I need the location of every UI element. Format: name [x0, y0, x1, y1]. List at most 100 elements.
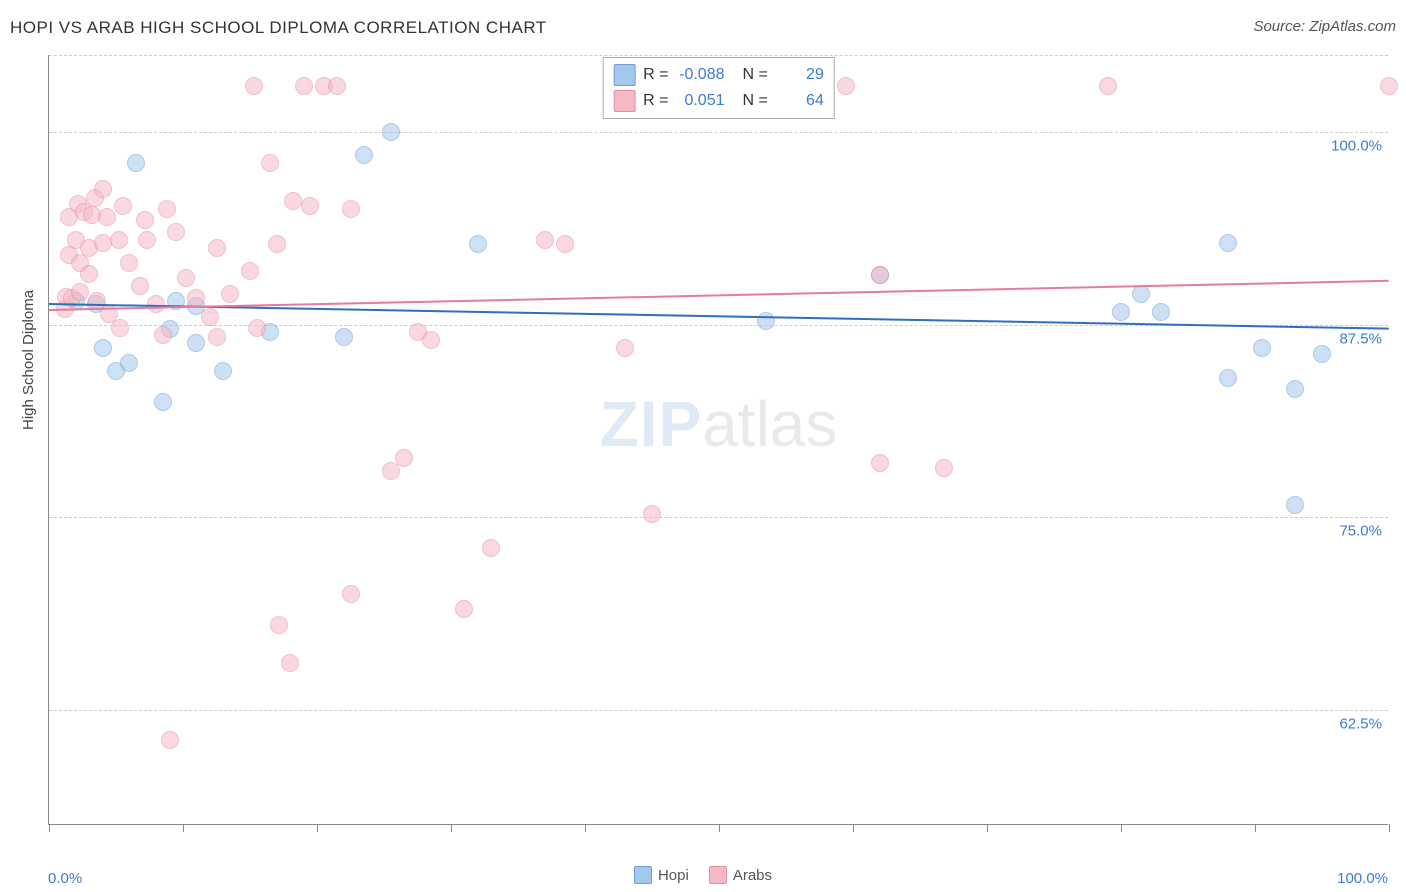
data-point: [161, 731, 179, 749]
data-point: [94, 339, 112, 357]
data-point: [284, 192, 302, 210]
data-point: [214, 362, 232, 380]
legend-series: Hopi Arabs: [634, 866, 772, 884]
data-point: [167, 223, 185, 241]
watermark: ZIPatlas: [600, 387, 838, 461]
x-tick: [317, 824, 318, 832]
data-point: [248, 319, 266, 337]
legend-r-label: R =: [643, 66, 668, 84]
data-point: [94, 234, 112, 252]
legend-item: Hopi: [634, 866, 689, 884]
trendline: [49, 280, 1389, 311]
data-point: [295, 77, 313, 95]
chart-title: HOPI VS ARAB HIGH SCHOOL DIPLOMA CORRELA…: [10, 18, 547, 37]
y-tick-label: 75.0%: [1339, 523, 1382, 540]
legend-r-value: 0.051: [677, 92, 725, 110]
data-point: [110, 231, 128, 249]
data-point: [94, 180, 112, 198]
data-point: [111, 319, 129, 337]
data-point: [469, 235, 487, 253]
y-tick-label: 87.5%: [1339, 330, 1382, 347]
legend-swatch: [613, 64, 635, 86]
data-point: [177, 269, 195, 287]
x-tick: [451, 824, 452, 832]
data-point: [71, 283, 89, 301]
data-point: [1286, 496, 1304, 514]
data-point: [201, 308, 219, 326]
data-point: [556, 235, 574, 253]
x-axis-max-label: 100.0%: [1337, 870, 1388, 887]
data-point: [268, 235, 286, 253]
data-point: [154, 393, 172, 411]
data-point: [342, 200, 360, 218]
data-point: [935, 459, 953, 477]
x-tick: [49, 824, 50, 832]
x-tick: [1255, 824, 1256, 832]
data-point: [114, 197, 132, 215]
data-point: [482, 539, 500, 557]
data-point: [245, 77, 263, 95]
data-point: [335, 328, 353, 346]
gridline-h: [49, 55, 1388, 56]
y-axis-label: High School Diploma: [20, 290, 37, 430]
legend-correlation: R =-0.088N =29R =0.051N =64: [602, 57, 835, 119]
scatter-chart: ZIPatlas R =-0.088N =29R =0.051N =64 62.…: [48, 55, 1388, 825]
data-point: [1132, 285, 1150, 303]
data-point: [1099, 77, 1117, 95]
data-point: [98, 208, 116, 226]
gridline-h: [49, 710, 1388, 711]
legend-swatch: [613, 90, 635, 112]
gridline-h: [49, 517, 1388, 518]
data-point: [1152, 303, 1170, 321]
data-point: [1380, 77, 1398, 95]
data-point: [342, 585, 360, 603]
data-point: [80, 265, 98, 283]
data-point: [154, 326, 172, 344]
data-point: [422, 331, 440, 349]
legend-label: Hopi: [658, 867, 689, 884]
legend-r-value: -0.088: [677, 66, 725, 84]
data-point: [1219, 369, 1237, 387]
legend-n-label: N =: [743, 66, 768, 84]
data-point: [837, 77, 855, 95]
legend-row: R =-0.088N =29: [613, 62, 824, 88]
chart-source: Source: ZipAtlas.com: [1253, 18, 1396, 35]
data-point: [382, 123, 400, 141]
data-point: [187, 334, 205, 352]
data-point: [158, 200, 176, 218]
data-point: [536, 231, 554, 249]
data-point: [328, 77, 346, 95]
data-point: [138, 231, 156, 249]
legend-row: R =0.051N =64: [613, 88, 824, 114]
data-point: [643, 505, 661, 523]
data-point: [1112, 303, 1130, 321]
data-point: [208, 239, 226, 257]
data-point: [871, 266, 889, 284]
data-point: [301, 197, 319, 215]
data-point: [1313, 345, 1331, 363]
data-point: [241, 262, 259, 280]
data-point: [1286, 380, 1304, 398]
data-point: [261, 154, 279, 172]
data-point: [616, 339, 634, 357]
data-point: [1219, 234, 1237, 252]
data-point: [131, 277, 149, 295]
data-point: [120, 354, 138, 372]
legend-swatch: [709, 866, 727, 884]
x-tick: [183, 824, 184, 832]
data-point: [455, 600, 473, 618]
legend-n-value: 64: [776, 92, 824, 110]
data-point: [281, 654, 299, 672]
data-point: [355, 146, 373, 164]
data-point: [221, 285, 239, 303]
x-tick: [719, 824, 720, 832]
x-tick: [987, 824, 988, 832]
gridline-h: [49, 132, 1388, 133]
data-point: [871, 454, 889, 472]
legend-label: Arabs: [733, 867, 772, 884]
x-tick: [853, 824, 854, 832]
legend-swatch: [634, 866, 652, 884]
data-point: [395, 449, 413, 467]
legend-r-label: R =: [643, 92, 668, 110]
x-tick: [585, 824, 586, 832]
